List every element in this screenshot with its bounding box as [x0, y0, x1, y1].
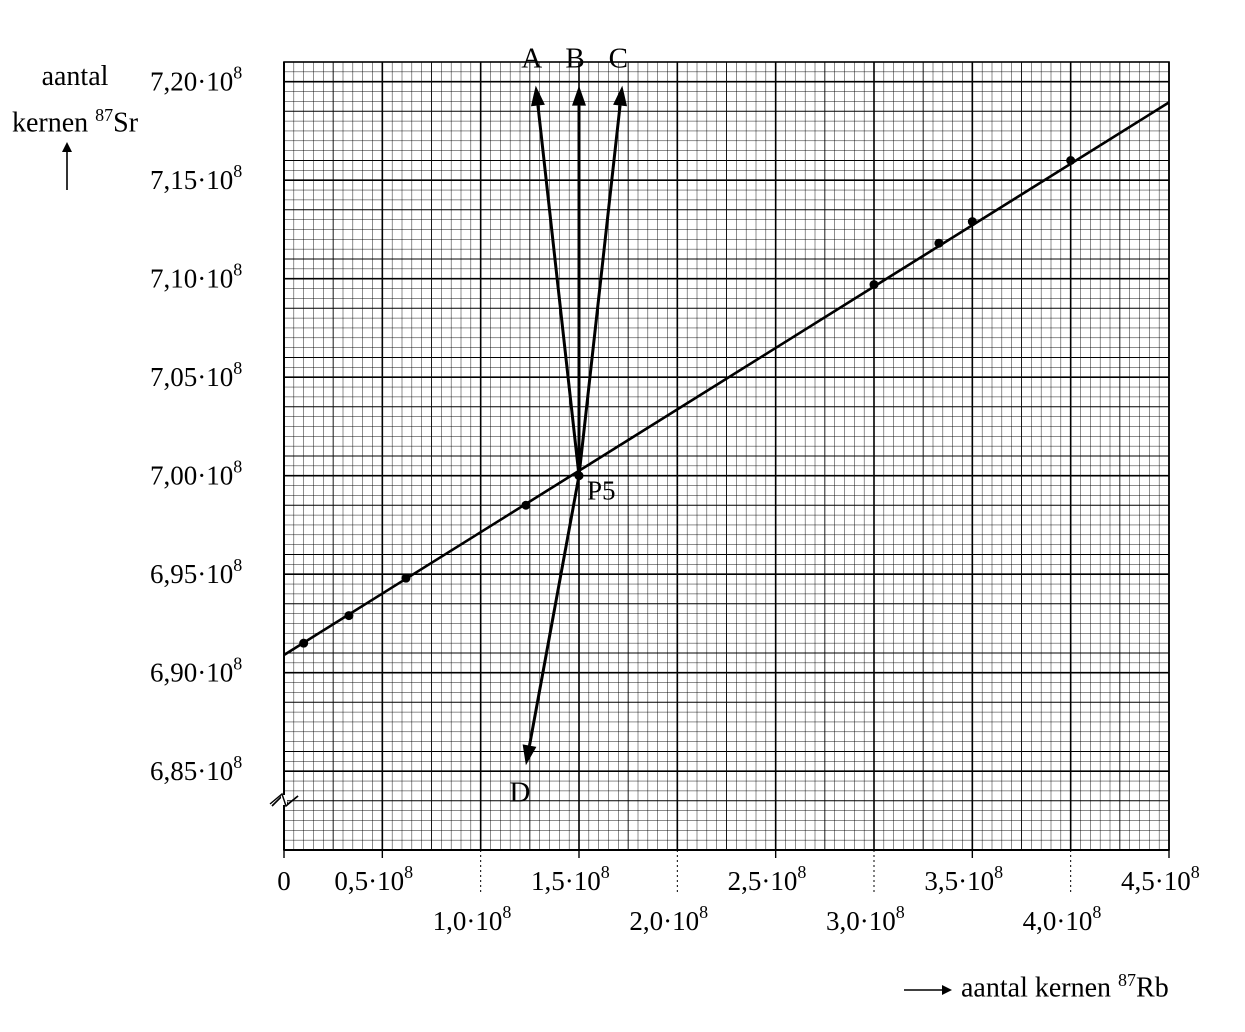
- y-tick-label: 7,05·108: [150, 358, 242, 392]
- y-tick-label: 7,20·108: [150, 63, 242, 97]
- y-tick-label: 7,15·108: [150, 161, 242, 195]
- x-axis-label: aantal kernen 87Rb: [902, 970, 1169, 1004]
- data-point: [344, 611, 354, 621]
- x-tick-exponent: 8: [994, 862, 1003, 882]
- data-point: [574, 471, 584, 481]
- data-point: [869, 280, 879, 290]
- y-axis-label-arrow: [62, 142, 72, 190]
- y-tick-exponent: 8: [233, 63, 242, 83]
- arrows: A B C D: [509, 43, 628, 809]
- x-tick-exponent: 8: [896, 902, 905, 922]
- arrow-B-label: B: [565, 43, 584, 75]
- arrow-D-head: [522, 744, 537, 766]
- axes: [269, 61, 1170, 894]
- y-tick-exponent: 8: [233, 752, 242, 772]
- arrow-A-head: [530, 85, 545, 107]
- data-point: [967, 217, 977, 227]
- y-tick-exponent: 8: [233, 457, 242, 477]
- x-tick-label: 2,0·108: [629, 902, 708, 936]
- y-axis-label-line2: kernen 87Sr: [11, 105, 139, 139]
- x-tick-label: 1,0·108: [433, 902, 512, 936]
- x-tick-exponent: 8: [1191, 862, 1200, 882]
- x-axis-label-arrow: [904, 984, 952, 995]
- y-tick-label: 6,90·108: [150, 654, 242, 688]
- x-tick-label: 4,0·108: [1023, 902, 1102, 936]
- arrow-A-label: A: [521, 43, 542, 75]
- x-tick-exponent: 8: [1092, 902, 1101, 922]
- x-tick-label: 2,5·108: [728, 862, 807, 896]
- y-tick-exponent: 8: [233, 161, 242, 181]
- y-axis-label: aantal kernen 87Sr: [0, 58, 170, 142]
- x-tick-label: 3,5·108: [924, 862, 1003, 896]
- x-tick-label: 0,5·108: [334, 862, 413, 896]
- y-tick-label: 7,00·108: [150, 457, 242, 491]
- x-tick-exponent: 8: [502, 902, 511, 922]
- data-point: [401, 573, 411, 583]
- data-points: P5: [299, 156, 1076, 648]
- x-tick-label: 3,0·108: [826, 902, 905, 936]
- arrow-D-label: D: [509, 776, 530, 808]
- fit-line: [283, 101, 1170, 657]
- y-tick-label: 7,10·108: [150, 260, 242, 294]
- data-point: [521, 500, 531, 510]
- fit-line-segment: [283, 101, 1170, 657]
- x-tick-exponent: 8: [797, 862, 806, 882]
- axis-break-zigzag: [269, 792, 299, 808]
- arrow-C-head: [613, 85, 628, 107]
- x-tick-label: 0: [277, 866, 291, 896]
- arrow-C-label: C: [609, 43, 628, 75]
- data-point: [299, 638, 309, 648]
- data-point: [934, 238, 944, 248]
- grid-minor: [284, 61, 1169, 851]
- y-tick-exponent: 8: [233, 555, 242, 575]
- data-point: [1066, 156, 1076, 165]
- y-axis-label-line1: aantal: [41, 61, 109, 92]
- x-tick-exponent: 8: [601, 862, 610, 882]
- y-tick-label: 6,85·108: [150, 752, 242, 786]
- y-tick-exponent: 8: [233, 654, 242, 674]
- y-tick-exponent: 8: [233, 260, 242, 280]
- arrow-A-shaft: [536, 105, 581, 476]
- y-tick-label: 6,95·108: [150, 555, 242, 589]
- data-point-label: P5: [587, 476, 616, 506]
- x-tick-exponent: 8: [699, 902, 708, 922]
- x-tick-label: 1,5·108: [531, 862, 610, 896]
- arrow-B-head: [572, 85, 586, 106]
- arrow-C-shaft: [577, 105, 622, 476]
- x-tick-label: 4,5·108: [1121, 862, 1200, 896]
- y-tick-exponent: 8: [233, 358, 242, 378]
- x-tick-exponent: 8: [404, 862, 413, 882]
- tick-labels: 0 0,5·108 1,0·108 1,5·108 2,0·108 2,5·108 3,0·…: [150, 63, 1200, 936]
- arrow-D-shaft: [528, 475, 581, 746]
